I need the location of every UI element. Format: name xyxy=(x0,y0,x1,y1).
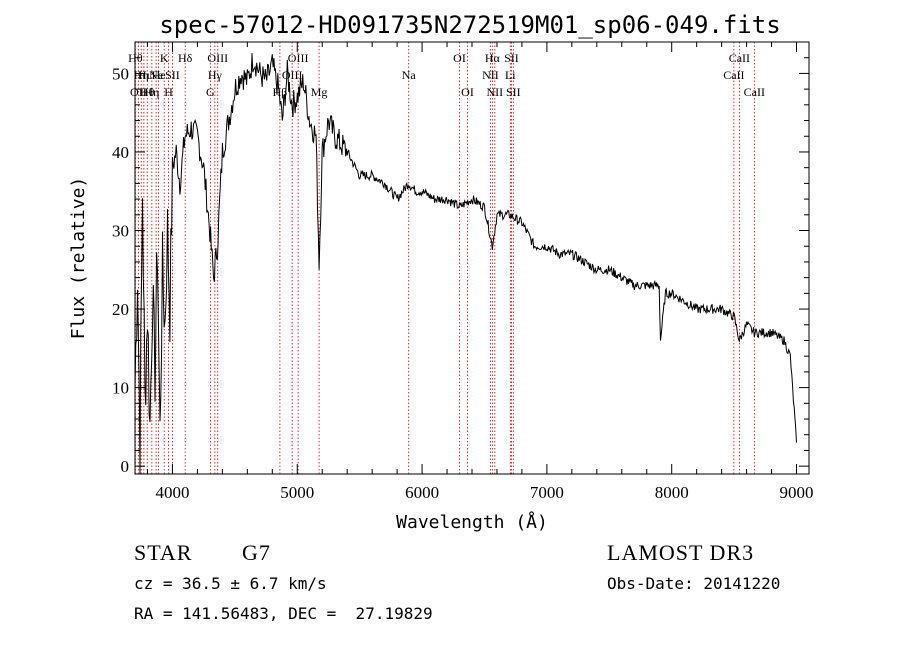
line-label-k: K xyxy=(160,51,169,65)
x-tick-label: 7000 xyxy=(530,483,564,502)
chart-title: spec-57012-HD091735N272519M01_sp06-049.f… xyxy=(159,11,780,39)
spectral-line-markers xyxy=(134,42,755,474)
line-label-g: G xyxy=(206,85,215,99)
line-label-caii: CaII xyxy=(744,85,765,99)
line-label-mg: Mg xyxy=(311,85,328,99)
line-label-oiii: OIII xyxy=(282,68,303,82)
spectrum-series xyxy=(134,53,797,475)
y-tick-label: 0 xyxy=(121,457,130,476)
line-label-caii: CaII xyxy=(729,51,750,65)
line-label-hη: Hη xyxy=(144,85,159,99)
y-tick-label: 10 xyxy=(112,379,129,398)
line-label-oiii: OIII xyxy=(207,51,228,65)
line-label-nii: NII xyxy=(487,85,504,99)
line-label-h: H xyxy=(164,85,173,99)
x-axis-label: Wavelength (Å) xyxy=(396,511,548,533)
line-label-na: Na xyxy=(402,68,417,82)
line-label-oiii: OIII xyxy=(288,51,309,65)
line-label-sii: SII xyxy=(165,68,180,82)
x-tick-label: 6000 xyxy=(405,483,439,502)
spectral-line-labels: HθOIIHηHιHθHηNeHeKHSIIHδGHγOIIIHβOIIIOII… xyxy=(128,51,765,99)
object-class: STAR xyxy=(134,540,193,565)
line-label-caii: CaII xyxy=(723,68,744,82)
line-label-li: Li xyxy=(505,68,516,82)
plot-frame xyxy=(134,41,810,475)
line-label-oi: OI xyxy=(461,85,474,99)
x-tick-label: 5000 xyxy=(280,483,314,502)
line-label-ne: Ne xyxy=(149,68,163,82)
line-label-hδ: Hδ xyxy=(178,51,193,65)
line-label-nii: NII xyxy=(482,68,499,82)
line-label-hα: Hα xyxy=(485,51,501,65)
line-label-sii: SII xyxy=(506,85,521,99)
line-label-he: He xyxy=(152,68,166,82)
line-label-hη: Hη xyxy=(134,68,149,82)
y-tick-label: 30 xyxy=(112,222,129,241)
x-tick-label: 4000 xyxy=(155,483,189,502)
y-tick-label: 20 xyxy=(112,300,129,319)
line-label-hθ: Hθ xyxy=(140,85,155,99)
line-label-hι: Hι xyxy=(138,68,151,82)
line-label-oi: OI xyxy=(453,51,466,65)
survey-name: LAMOST DR3 xyxy=(607,540,755,565)
line-label-oii: OII xyxy=(130,85,147,99)
x-tick-label: 8000 xyxy=(655,483,689,502)
object-subclass: G7 xyxy=(242,540,271,565)
obs-date: Obs-Date: 20141220 xyxy=(607,574,781,593)
line-label-sii: SII xyxy=(504,51,519,65)
y-tick-label: 50 xyxy=(112,64,129,83)
line-label-hγ: Hγ xyxy=(208,68,223,82)
redshift-readout: cz = 36.5 ± 6.7 km/s xyxy=(134,574,327,593)
y-axis-ticks: 0 10 20 30 40 50 xyxy=(112,57,809,476)
x-tick-label: 9000 xyxy=(780,483,814,502)
coordinates: RA = 141.56483, DEC = 27.19829 xyxy=(134,604,433,623)
y-axis-label: Flux (relative) xyxy=(68,177,89,340)
x-axis-ticks: 4000 5000 6000 7000 8000 9000 xyxy=(146,42,814,502)
y-tick-label: 40 xyxy=(112,143,129,162)
